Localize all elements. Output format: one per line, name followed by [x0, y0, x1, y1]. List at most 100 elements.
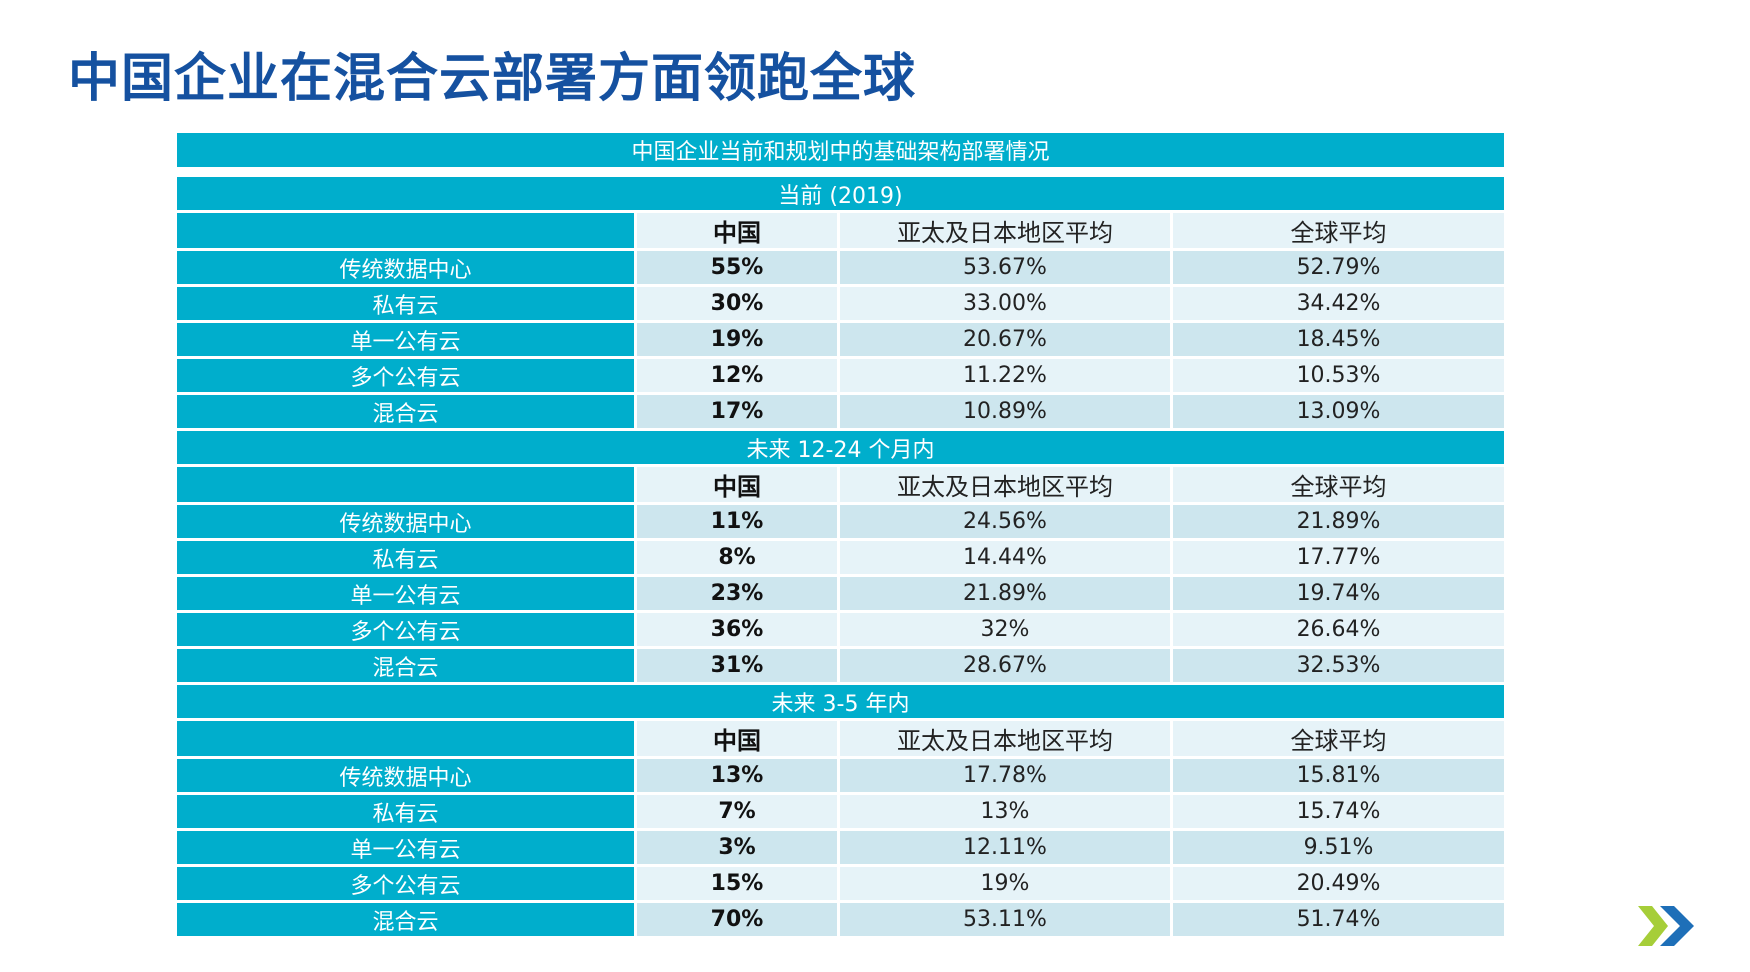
row-label: 多个公有云 [174, 864, 637, 903]
row-label: 多个公有云 [174, 610, 637, 649]
page-title: 中国企业在混合云部署方面领跑全球 [68, 49, 917, 109]
row-label: 私有云 [174, 792, 637, 831]
table-row: 传统数据中心 13% 17.78% 15.81% [174, 756, 1508, 795]
section-title: 当前 (2019) [173, 174, 1508, 213]
deployment-table-container: 中国企业当前和规划中的基础架构部署情况 当前 (2019) 中国 亚太及日本地区… [173, 130, 1508, 939]
cell-china: 19% [634, 320, 840, 359]
cell-global: 13.09% [1169, 392, 1508, 431]
cell-apj: 11.22% [837, 356, 1173, 395]
cell-global: 18.45% [1169, 320, 1508, 359]
logo-blue-chevron [1660, 906, 1694, 946]
cell-apj: 10.89% [837, 392, 1173, 431]
cell-global: 9.51% [1169, 828, 1508, 867]
section-title: 未来 12-24 个月内 [173, 428, 1508, 467]
cell-china: 12% [634, 356, 840, 395]
row-label: 单一公有云 [174, 574, 637, 613]
header-empty-cell [174, 210, 637, 251]
cell-apj: 28.67% [837, 646, 1173, 685]
row-label: 单一公有云 [174, 320, 637, 359]
row-label: 传统数据中心 [174, 248, 637, 287]
col-header-china: 中国 [634, 464, 840, 505]
cell-apj: 20.67% [837, 320, 1173, 359]
cell-china: 17% [634, 392, 840, 431]
section-header-row: 未来 12-24 个月内 [173, 428, 1508, 467]
table-row: 私有云 8% 14.44% 17.77% [174, 538, 1508, 577]
col-header-china: 中国 [634, 718, 840, 759]
table-row: 混合云 70% 53.11% 51.74% [174, 900, 1508, 939]
cell-china: 36% [634, 610, 840, 649]
cell-china: 23% [634, 574, 840, 613]
column-header-row: 中国 亚太及日本地区平均 全球平均 [174, 464, 1508, 505]
cell-global: 34.42% [1169, 284, 1508, 323]
table-row: 多个公有云 15% 19% 20.49% [174, 864, 1508, 903]
cell-global: 21.89% [1169, 502, 1508, 541]
cell-china: 8% [634, 538, 840, 577]
cell-china: 55% [634, 248, 840, 287]
section-title: 未来 3-5 年内 [173, 682, 1508, 721]
deployment-table: 中国企业当前和规划中的基础架构部署情况 当前 (2019) 中国 亚太及日本地区… [173, 130, 1508, 939]
table-row: 混合云 31% 28.67% 32.53% [174, 646, 1508, 685]
cell-apj: 33.00% [837, 284, 1173, 323]
table-row: 单一公有云 23% 21.89% 19.74% [174, 574, 1508, 613]
col-header-china: 中国 [634, 210, 840, 251]
col-header-global: 全球平均 [1169, 210, 1508, 251]
cell-apj: 21.89% [837, 574, 1173, 613]
cell-global: 32.53% [1169, 646, 1508, 685]
cell-apj: 12.11% [837, 828, 1173, 867]
cell-china: 11% [634, 502, 840, 541]
cell-china: 3% [634, 828, 840, 867]
cell-apj: 24.56% [837, 502, 1173, 541]
col-header-apj: 亚太及日本地区平均 [837, 718, 1173, 759]
cell-apj: 19% [837, 864, 1173, 903]
column-header-row: 中国 亚太及日本地区平均 全球平均 [174, 718, 1508, 759]
cell-apj: 17.78% [837, 756, 1173, 795]
row-label: 多个公有云 [174, 356, 637, 395]
cell-global: 15.81% [1169, 756, 1508, 795]
table-row: 混合云 17% 10.89% 13.09% [174, 392, 1508, 431]
row-label: 传统数据中心 [174, 756, 637, 795]
cell-global: 20.49% [1169, 864, 1508, 903]
cell-apj: 14.44% [837, 538, 1173, 577]
row-label: 私有云 [174, 284, 637, 323]
section-header-row: 当前 (2019) [173, 174, 1508, 213]
logo-green-chevron [1638, 906, 1668, 946]
col-header-global: 全球平均 [1169, 718, 1508, 759]
cell-china: 31% [634, 646, 840, 685]
section-header-row: 未来 3-5 年内 [173, 682, 1508, 721]
cell-global: 15.74% [1169, 792, 1508, 831]
cell-apj: 53.67% [837, 248, 1173, 287]
table-row: 私有云 30% 33.00% 34.42% [174, 284, 1508, 323]
column-header-row: 中国 亚太及日本地区平均 全球平均 [174, 210, 1508, 251]
cell-apj: 13% [837, 792, 1173, 831]
cell-global: 26.64% [1169, 610, 1508, 649]
cell-global: 17.77% [1169, 538, 1508, 577]
table-row: 传统数据中心 11% 24.56% 21.89% [174, 502, 1508, 541]
table-row: 单一公有云 3% 12.11% 9.51% [174, 828, 1508, 867]
row-label: 混合云 [174, 900, 637, 939]
table-row: 私有云 7% 13% 15.74% [174, 792, 1508, 831]
cell-global: 19.74% [1169, 574, 1508, 613]
cell-global: 10.53% [1169, 356, 1508, 395]
row-label: 混合云 [174, 646, 637, 685]
table-row: 多个公有云 12% 11.22% 10.53% [174, 356, 1508, 395]
col-header-apj: 亚太及日本地区平均 [837, 464, 1173, 505]
cell-china: 15% [634, 864, 840, 903]
row-label: 私有云 [174, 538, 637, 577]
cell-apj: 53.11% [837, 900, 1173, 939]
cell-china: 70% [634, 900, 840, 939]
col-header-global: 全球平均 [1169, 464, 1508, 505]
cell-global: 51.74% [1169, 900, 1508, 939]
row-label: 传统数据中心 [174, 502, 637, 541]
row-label: 混合云 [174, 392, 637, 431]
row-label: 单一公有云 [174, 828, 637, 867]
nutanix-x-logo-icon [1638, 906, 1694, 946]
table-row: 单一公有云 19% 20.67% 18.45% [174, 320, 1508, 359]
header-empty-cell [174, 464, 637, 505]
table-caption: 中国企业当前和规划中的基础架构部署情况 [173, 130, 1508, 170]
header-empty-cell [174, 718, 637, 759]
table-row: 传统数据中心 55% 53.67% 52.79% [174, 248, 1508, 287]
table-caption-row: 中国企业当前和规划中的基础架构部署情况 [173, 130, 1508, 170]
col-header-apj: 亚太及日本地区平均 [837, 210, 1173, 251]
cell-apj: 32% [837, 610, 1173, 649]
cell-china: 7% [634, 792, 840, 831]
